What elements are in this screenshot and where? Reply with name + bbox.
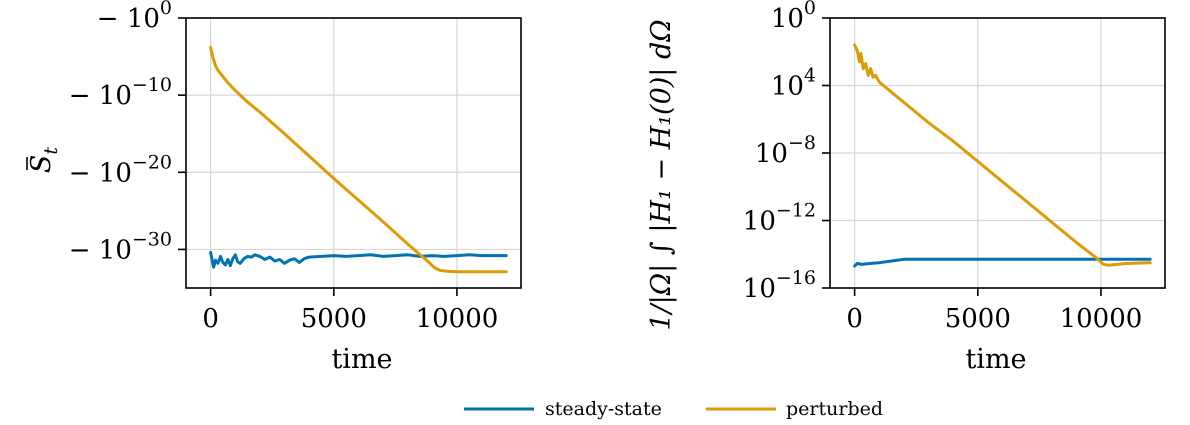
left-series-steady-state-line — [209, 251, 508, 269]
right-y-tick-label-1: 104 — [771, 65, 816, 102]
right-y-tick-label-3: 10−12 — [743, 200, 816, 237]
left-y-tick-label-0: − 100 — [97, 0, 172, 34]
left-y-ticks: − 100 − 10−10 − 10−20 − 10−30 — [69, 0, 186, 265]
right-series — [853, 43, 1152, 268]
left-x-tick-label-2: 10000 — [416, 304, 499, 334]
left-y-tick-label-2: − 10−20 — [69, 151, 172, 188]
left-y-axis-label: St — [26, 147, 62, 174]
left-series-perturbed-line — [209, 45, 508, 274]
right-series-perturbed-line — [853, 43, 1152, 267]
legend: steady-state perturbed — [464, 398, 883, 420]
right-x-tick-label-1: 5000 — [945, 304, 1011, 334]
plot-left-entropy-rate: 0 5000 10000 − 100 − 10−10 − 10−20 − 10−30 ti… — [26, 0, 522, 375]
left-x-tick-label-1: 5000 — [301, 304, 367, 334]
left-grid — [186, 17, 521, 288]
right-y-tick-label-4: 10−16 — [743, 267, 816, 304]
legend-label-perturbed: perturbed — [786, 398, 883, 420]
right-x-tick-label-0: 0 — [846, 304, 863, 334]
left-axes-frame — [185, 17, 522, 289]
right-x-axis-label: time — [965, 344, 1026, 375]
right-series-steady-state-line — [853, 257, 1152, 268]
right-x-tick-label-2: 10000 — [1060, 304, 1143, 334]
svg-text:St: St — [26, 147, 62, 174]
left-y-axis-label-base: S — [26, 155, 57, 174]
right-y-tick-label-0: 100 — [771, 0, 816, 34]
left-series — [209, 45, 508, 274]
left-y-tick-label-1: − 10−10 — [69, 74, 172, 111]
left-x-ticks: 0 5000 10000 — [202, 288, 498, 334]
legend-label-steady-state: steady-state — [545, 398, 662, 420]
left-x-axis-label: time — [331, 344, 392, 375]
right-y-axis-label: 1/|Ω| ∫ |H₁ − H₁(0)| dΩ — [646, 19, 677, 330]
right-y-tick-label-2: 10−8 — [755, 132, 816, 169]
left-x-tick-label-0: 0 — [202, 304, 219, 334]
right-grid — [830, 17, 1165, 289]
left-y-axis-label-sub: t — [40, 147, 62, 155]
right-y-ticks: 100 104 10−8 10−12 10−16 — [743, 0, 830, 304]
right-x-ticks: 0 5000 10000 — [846, 288, 1142, 334]
left-y-tick-label-3: − 10−30 — [69, 228, 172, 265]
plot-right-deviation-integral: 0 5000 10000 100 104 10−8 10−12 10−16 time 1/|… — [646, 0, 1166, 375]
